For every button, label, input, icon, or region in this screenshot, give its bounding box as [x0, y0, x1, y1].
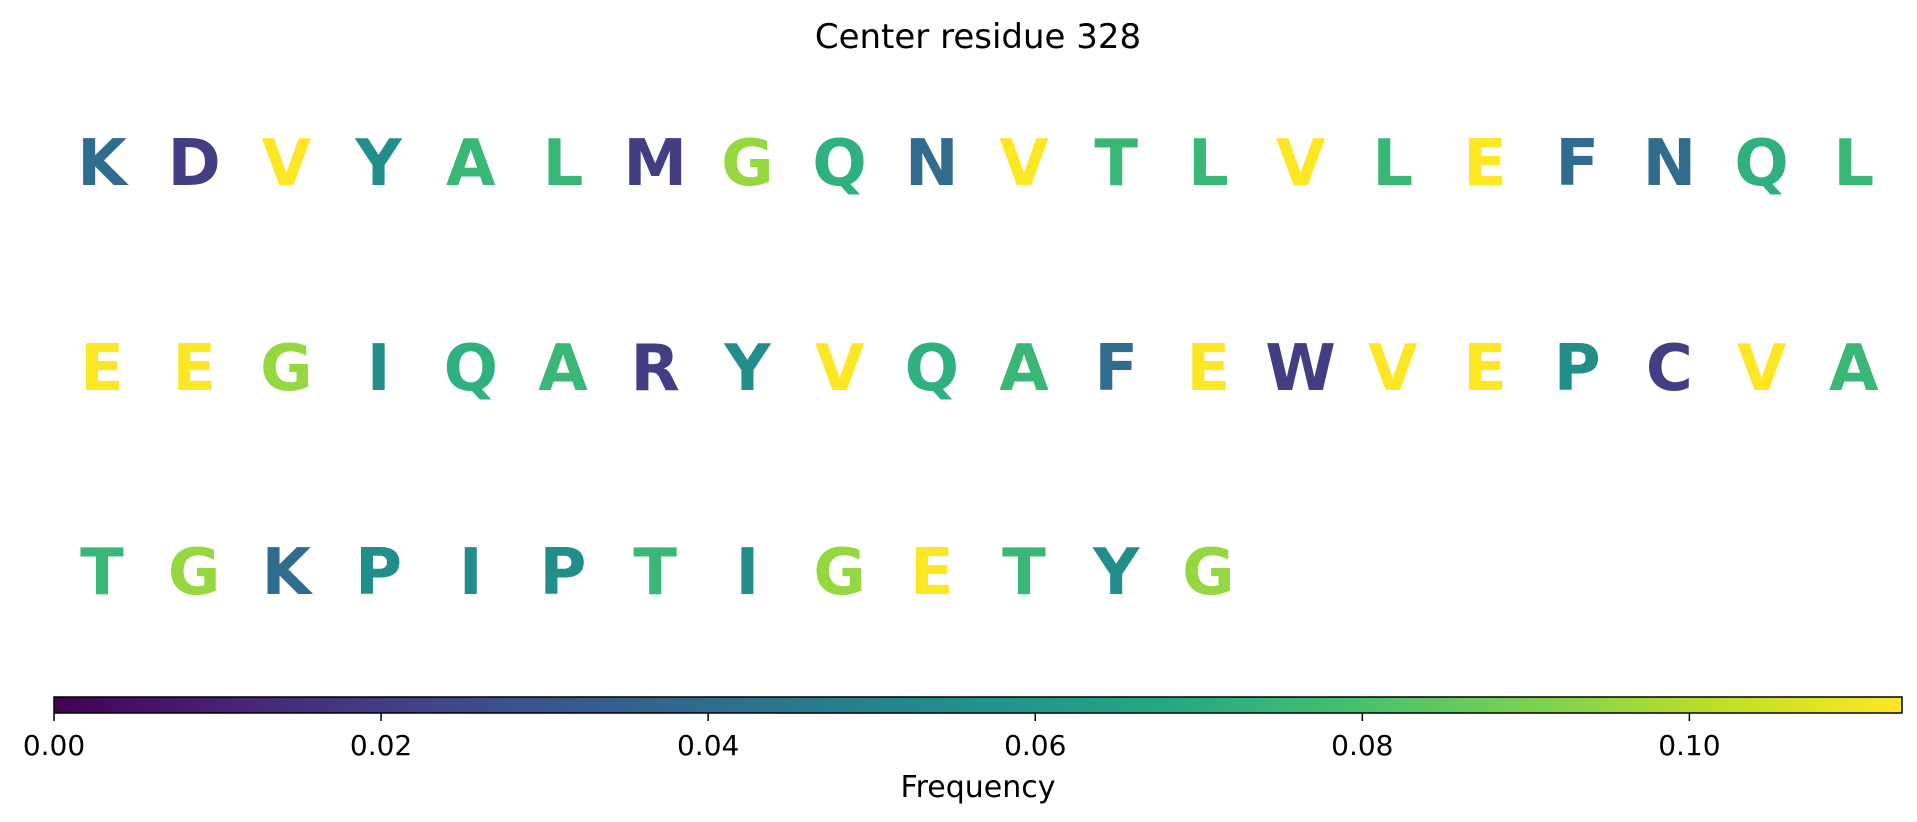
colorbar-tick-label: 0.10 — [1658, 729, 1720, 762]
residue-letter: I — [735, 536, 759, 610]
residue-letter: P — [355, 536, 402, 610]
residue-letter: C — [1646, 332, 1693, 406]
residue-letter: E — [1463, 332, 1507, 406]
residue-letter-grid: K D V Y A L M G Q N V T L V L E F N Q LE E G I Q A R Y V Q A F E W V E P C V A… — [77, 127, 1879, 610]
residue-letter: Q — [1734, 127, 1788, 201]
residue-letter: Y — [723, 332, 771, 406]
residue-letter: D — [168, 127, 221, 201]
residue-letter: V — [1737, 332, 1787, 406]
residue-letter: E — [80, 332, 124, 406]
residue-letter: L — [543, 127, 584, 201]
residue-letter: N — [1643, 127, 1697, 201]
residue-letter: P — [1554, 332, 1601, 406]
residue-letter: F — [1094, 332, 1138, 406]
colorbar-tick-label: 0.04 — [677, 729, 739, 762]
residue-letter: A — [999, 332, 1049, 406]
residue-letter: L — [1188, 127, 1229, 201]
colorbar-gradient — [53, 696, 1903, 714]
residue-letter: E — [1463, 127, 1507, 201]
residue-letter: G — [260, 332, 313, 406]
chart-title: Center residue 328 — [815, 17, 1141, 57]
residue-letter: P — [540, 536, 587, 610]
residue-letter: V — [1276, 127, 1326, 201]
residue-letter: N — [905, 127, 959, 201]
residue-letter: K — [77, 127, 129, 201]
residue-letter: Q — [444, 332, 498, 406]
colorbar-tick-label: 0.00 — [23, 729, 85, 762]
residue-letter: Y — [1092, 536, 1140, 610]
colorbar-tick-label: 0.08 — [1331, 729, 1393, 762]
residue-letter: V — [815, 332, 865, 406]
residue-letter: T — [80, 536, 124, 610]
residue-letter: V — [262, 127, 312, 201]
residue-letter: E — [172, 332, 216, 406]
colorbar-label: Frequency — [901, 770, 1056, 805]
residue-letter: I — [459, 536, 483, 610]
residue-letter: F — [1555, 127, 1599, 201]
colorbar-tick-label: 0.02 — [350, 729, 412, 762]
residue-letter: A — [538, 332, 588, 406]
residue-letter: A — [446, 127, 496, 201]
residue-letter: E — [910, 536, 954, 610]
residue-letter: E — [1187, 332, 1231, 406]
residue-letter: Q — [905, 332, 959, 406]
residue-letter: V — [999, 127, 1049, 201]
residue-letter: M — [623, 127, 687, 201]
residue-letter: W — [1265, 332, 1336, 406]
colorbar: 0.00 0.02 0.04 0.06 0.08 0.10 Frequency — [23, 696, 1903, 805]
residue-letter: L — [1372, 127, 1413, 201]
residue-letter: G — [813, 536, 866, 610]
residue-letter: A — [1829, 332, 1879, 406]
colorbar-ticks: 0.00 0.02 0.04 0.06 0.08 0.10 — [23, 713, 1721, 762]
residue-letter: V — [1368, 332, 1418, 406]
residue-letter: G — [168, 536, 221, 610]
residue-letter: T — [633, 536, 677, 610]
residue-letter: G — [1182, 536, 1235, 610]
residue-letter: Q — [812, 127, 866, 201]
residue-letter: I — [367, 332, 391, 406]
colorbar-tick-label: 0.06 — [1004, 729, 1066, 762]
residue-letter: R — [631, 332, 680, 406]
residue-letter: T — [1002, 536, 1046, 610]
residue-letter: Y — [354, 127, 402, 201]
residue-letter: T — [1094, 127, 1138, 201]
residue-letter: K — [262, 536, 314, 610]
residue-letter: L — [1833, 127, 1874, 201]
residue-letter: G — [721, 127, 774, 201]
